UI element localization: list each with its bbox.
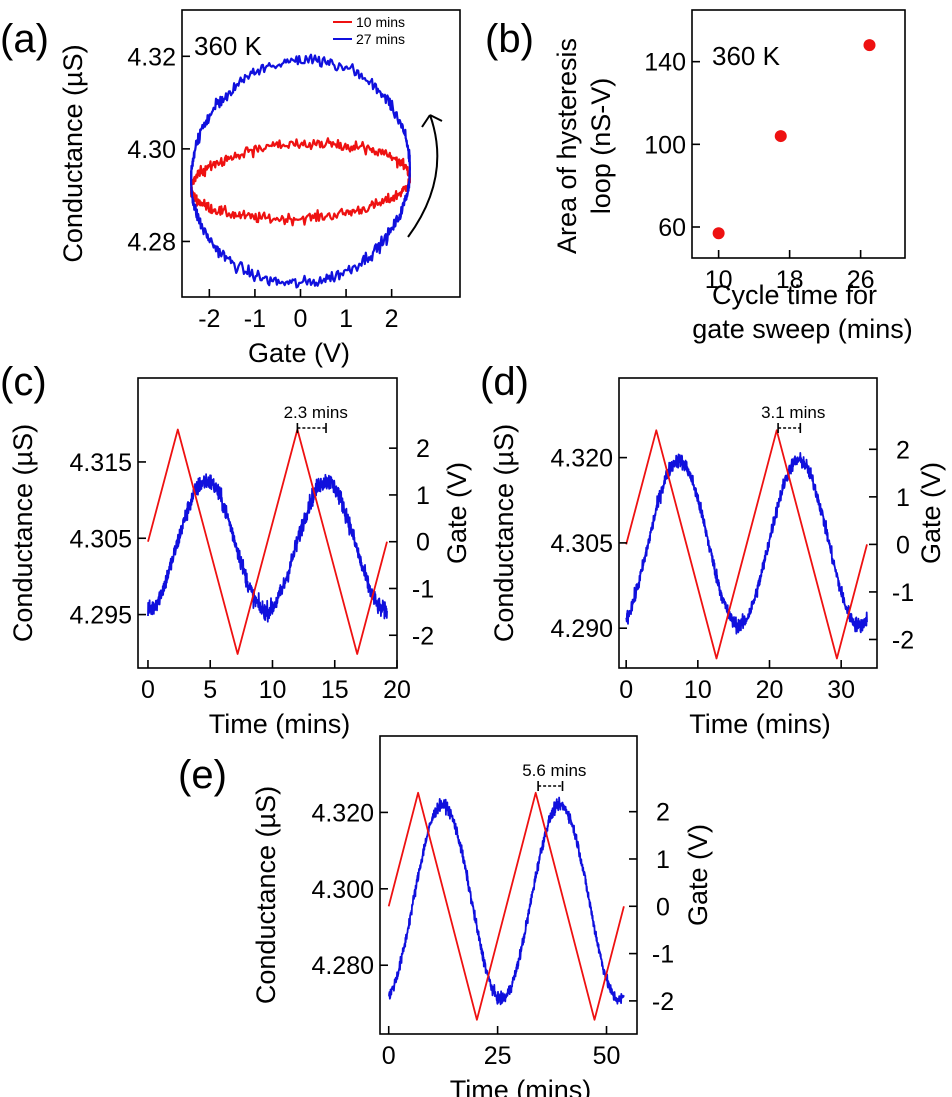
- panel-label: (c): [0, 360, 47, 404]
- x-tick-label: 50: [593, 1042, 621, 1070]
- x-axis-label-line-1: Cycle time for: [712, 280, 877, 310]
- arrow-head: [421, 114, 443, 128]
- y2-tick-label: -1: [892, 579, 914, 607]
- y-axis-label: Conductance (µS): [8, 424, 38, 642]
- legend-entry: 10 mins: [356, 14, 405, 30]
- y2-axis-label: Gate (V): [442, 462, 472, 564]
- data-point: [863, 39, 876, 52]
- y-tick-label: 4.290: [550, 615, 613, 643]
- y2-tick-label: -2: [892, 626, 914, 654]
- x-tick-label: 10: [259, 676, 287, 704]
- x-tick-label: 0: [294, 305, 308, 333]
- x-axis-label: Time (mins): [450, 1075, 592, 1097]
- y-tick-label: 4.32: [127, 43, 176, 71]
- y2-tick-label: 0: [416, 529, 430, 557]
- y-axis-label: Conductance (µS): [489, 424, 519, 642]
- y-tick-label: 60: [658, 214, 686, 242]
- x-tick-label: 20: [756, 676, 784, 704]
- y2-axis-label: Gate (V): [683, 824, 713, 926]
- plot-frame-d: [618, 377, 878, 669]
- x-axis-label: Time (mins): [209, 709, 351, 739]
- y2-tick-label: -1: [652, 941, 674, 969]
- x-tick-label: 26: [847, 266, 875, 294]
- y-tick-label: 4.320: [311, 799, 374, 827]
- gate-voltage-trace: [625, 429, 868, 660]
- y2-tick-label: 0: [896, 531, 910, 559]
- x-tick-label: -1: [244, 305, 266, 333]
- x-tick-label: 10: [705, 266, 733, 294]
- x-tick-label: 15: [321, 676, 349, 704]
- y2-tick-label: 1: [416, 482, 430, 510]
- plot-frame-c: [137, 377, 398, 669]
- x-tick-label: 30: [827, 676, 855, 704]
- y-tick-label: 4.300: [311, 876, 374, 904]
- temperature-annotation: 360 K: [194, 31, 263, 61]
- x-tick-label: 0: [619, 676, 633, 704]
- data-point: [774, 130, 787, 143]
- y-tick-label: 4.295: [69, 602, 132, 630]
- y2-tick-label: 2: [416, 435, 430, 463]
- lag-label: 2.3 mins: [284, 403, 348, 422]
- x-tick-label: 1: [339, 305, 353, 333]
- y2-tick-label: 2: [896, 436, 910, 464]
- y2-tick-label: -2: [652, 988, 674, 1016]
- panel-label: (e): [178, 753, 227, 797]
- x-tick-label: 2: [385, 305, 399, 333]
- x-tick-label: 25: [484, 1042, 512, 1070]
- lag-label: 5.6 mins: [522, 761, 586, 780]
- gate-voltage-trace: [387, 791, 625, 1021]
- y-tick-label: 4.305: [550, 530, 613, 558]
- x-tick-label: 18: [776, 266, 804, 294]
- x-tick-label: 0: [141, 676, 155, 704]
- y-tick-label: 4.320: [550, 445, 613, 473]
- y-tick-label: 4.305: [69, 525, 132, 553]
- y2-axis-label: Gate (V): [916, 462, 946, 564]
- y2-tick-label: 0: [656, 893, 670, 921]
- plot-frame-b: [691, 9, 906, 259]
- panel-label: (d): [480, 360, 529, 404]
- series-line-10-mins: [190, 137, 411, 227]
- conductance-trace: [147, 473, 388, 623]
- y2-tick-label: 2: [656, 799, 670, 827]
- sweep-arrow: [407, 114, 439, 238]
- y-tick-label: 140: [644, 49, 686, 77]
- x-axis-label: Gate (V): [248, 338, 350, 368]
- lag-label: 3.1 mins: [761, 403, 825, 422]
- series-line-27-mins: [190, 53, 411, 289]
- y-tick-label: 4.30: [127, 136, 176, 164]
- panel-label: (a): [0, 17, 49, 61]
- x-tick-label: 20: [383, 676, 411, 704]
- y-tick-label: 4.28: [127, 228, 176, 256]
- y-tick-label: 4.315: [69, 449, 132, 477]
- x-tick-label: 0: [382, 1042, 396, 1070]
- y-axis-label-line-2: loop (nS-V): [586, 78, 616, 215]
- y2-tick-label: -1: [412, 575, 434, 603]
- plot-frame-a: [181, 9, 461, 298]
- y2-tick-label: 1: [896, 484, 910, 512]
- gate-voltage-trace: [147, 428, 388, 655]
- plot-frame-e: [379, 735, 638, 1035]
- y-tick-label: 4.280: [311, 952, 374, 980]
- y-axis-label: Conductance (µS): [58, 44, 88, 262]
- y2-tick-label: -2: [412, 622, 434, 650]
- data-point: [712, 227, 725, 240]
- x-tick-label: 5: [203, 676, 217, 704]
- x-tick-label: 10: [684, 676, 712, 704]
- y-axis-label-line-1: Area of hysteresis: [552, 38, 582, 254]
- legend-entry: 27 mins: [356, 31, 405, 47]
- y2-tick-label: 1: [656, 846, 670, 874]
- panel-label: (b): [485, 17, 534, 61]
- y-tick-label: 100: [644, 131, 686, 159]
- y-axis-label: Conductance (µS): [251, 786, 281, 1004]
- x-axis-label: Time (mins): [689, 709, 831, 739]
- x-tick-label: -2: [198, 305, 220, 333]
- conductance-trace: [387, 796, 625, 1006]
- x-axis-label-line-2: gate sweep (mins): [692, 314, 913, 344]
- temperature-annotation: 360 K: [712, 41, 781, 71]
